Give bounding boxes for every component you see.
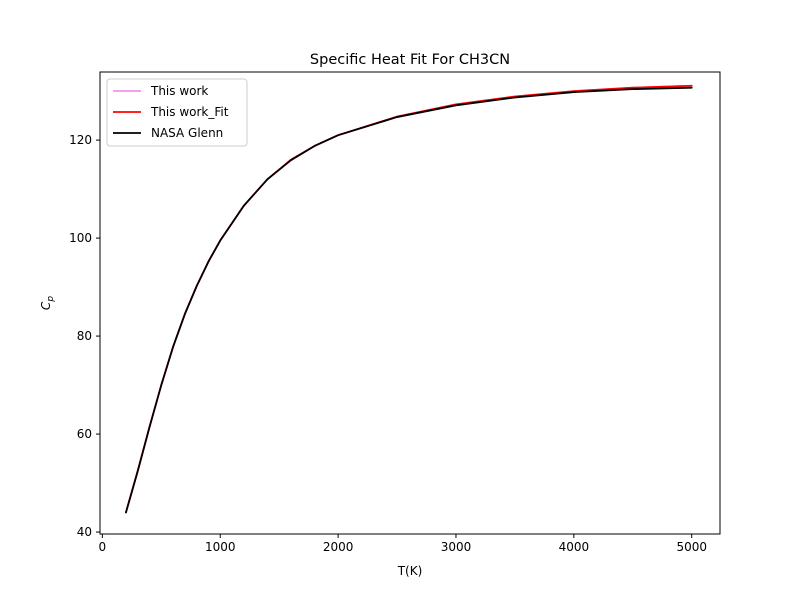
x-tick-label: 1000 [205, 540, 236, 554]
plot-frame [99, 71, 721, 535]
y-axis-ticks: 40 60 80 100 120 [69, 133, 100, 539]
legend-box [106, 78, 248, 147]
y-axis-label: Cp [39, 296, 56, 310]
legend-label-2: This work_Fit [150, 105, 229, 119]
series-line-1 [125, 84, 693, 514]
plot-lines [125, 84, 693, 514]
legend-label-3: NASA Glenn [151, 126, 223, 140]
series-line-3 [125, 86, 693, 514]
y-tick-label: 100 [69, 231, 92, 245]
x-tick-label: 5000 [676, 540, 707, 554]
legend: This work This work_Fit NASA Glenn [106, 78, 248, 147]
x-axis-ticks: 0 1000 2000 3000 4000 5000 [99, 534, 707, 554]
y-tick-label: 40 [77, 525, 92, 539]
x-tick-label: 3000 [441, 540, 472, 554]
series-line-2 [125, 84, 693, 514]
x-tick-label: 4000 [559, 540, 590, 554]
legend-label-1: This work [150, 84, 208, 98]
x-tick-label: 2000 [323, 540, 354, 554]
y-tick-label: 60 [77, 427, 92, 441]
y-tick-label: 80 [77, 329, 92, 343]
x-tick-label: 0 [99, 540, 107, 554]
y-tick-label: 120 [69, 133, 92, 147]
x-axis-label: T(K) [397, 564, 423, 578]
legend-items: This work This work_Fit NASA Glenn [113, 84, 229, 140]
chart-title: Specific Heat Fit For CH3CN [310, 52, 510, 68]
